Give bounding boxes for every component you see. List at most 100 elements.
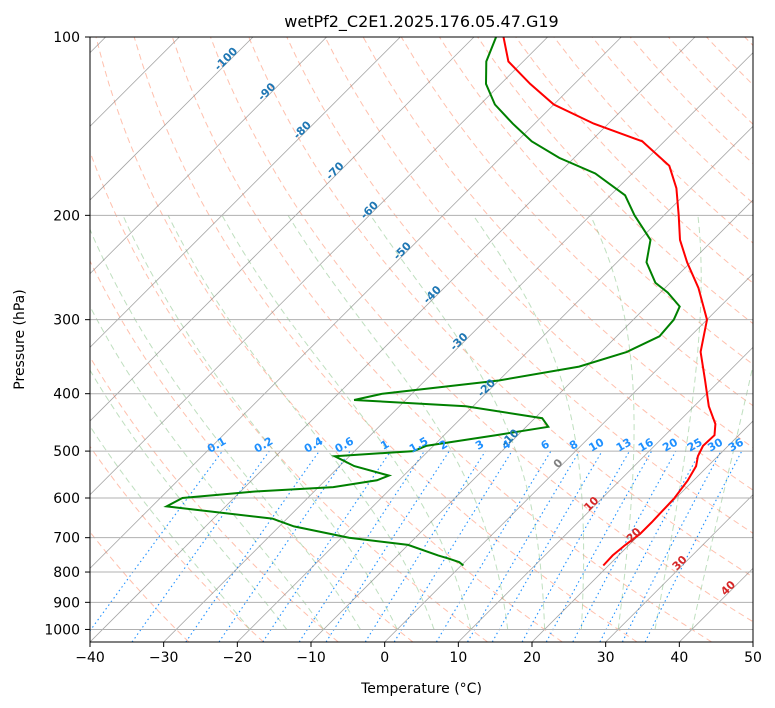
temperature-profile-line bbox=[502, 37, 717, 567]
mixing-ratio-line bbox=[599, 450, 701, 642]
isotherm-line bbox=[458, 346, 753, 642]
dry-adiabat-line bbox=[553, 37, 753, 244]
x-tick-label: −20 bbox=[223, 650, 253, 666]
dry-adiabat-line bbox=[591, 37, 753, 204]
dry-adiabat-line bbox=[133, 37, 638, 642]
mixing-ratio-label: 1 bbox=[378, 438, 391, 453]
x-tick-label: −30 bbox=[149, 650, 179, 666]
dry-adiabat-line bbox=[90, 531, 190, 642]
y-tick-label: 900 bbox=[53, 595, 80, 611]
mixing-ratio-line bbox=[572, 450, 677, 642]
mixing-ratio-line bbox=[185, 450, 320, 642]
x-tick-label: 0 bbox=[380, 650, 389, 666]
mixing-ratio-label: 0.1 bbox=[205, 435, 228, 456]
isotherm-label: -50 bbox=[391, 239, 414, 262]
isotherm-line bbox=[90, 37, 475, 422]
moist-adiabat-line bbox=[287, 215, 509, 630]
mixing-ratio-line bbox=[131, 450, 270, 642]
mixing-ratio-line bbox=[435, 450, 552, 642]
x-tick-label: −10 bbox=[296, 650, 326, 666]
isotherm-line bbox=[310, 199, 753, 642]
dry-adiabat-line bbox=[515, 37, 753, 284]
x-tick-label: 20 bbox=[523, 650, 541, 666]
isotherm-label: -100 bbox=[212, 44, 241, 73]
x-tick-label: 30 bbox=[597, 650, 615, 666]
isotherm-line bbox=[679, 567, 753, 642]
y-tick-label: 600 bbox=[53, 491, 80, 507]
mixing-ratio-line bbox=[364, 450, 486, 642]
isotherm-line bbox=[90, 37, 327, 275]
dry-adiabat-line bbox=[286, 37, 753, 534]
dry-adiabat-line bbox=[744, 37, 753, 47]
mixing-ratio-line bbox=[90, 450, 223, 632]
isotherm-line bbox=[90, 37, 548, 496]
mixing-ratio-line bbox=[298, 450, 425, 642]
dry-adiabat-line bbox=[324, 37, 753, 491]
chart-title: wetPf2_C2E1.2025.176.05.47.G19 bbox=[284, 12, 558, 32]
isotherm-line bbox=[384, 273, 753, 642]
isotherm-line bbox=[90, 37, 622, 569]
isotherm-label: -90 bbox=[255, 80, 278, 103]
moist-adiabat-line bbox=[122, 215, 398, 630]
moist-adiabat-line bbox=[90, 425, 251, 630]
y-tick-label: 400 bbox=[53, 387, 80, 403]
dry-adiabat-line bbox=[90, 150, 488, 642]
mixing-ratio-label: 10 bbox=[587, 435, 607, 454]
y-tick-label: 800 bbox=[53, 565, 80, 581]
mixing-ratio-line bbox=[262, 450, 392, 642]
y-tick-label: 700 bbox=[53, 531, 80, 547]
isotherm-line bbox=[237, 125, 753, 642]
isotherm-line bbox=[90, 37, 401, 348]
x-tick-label: 40 bbox=[670, 650, 688, 666]
moist-adiabat-line bbox=[167, 215, 435, 630]
dry-adiabat-line bbox=[171, 37, 712, 642]
isotherm-line bbox=[531, 420, 753, 642]
y-tick-label: 200 bbox=[53, 208, 80, 224]
moist-adiabat-line bbox=[221, 215, 472, 630]
y-tick-label: 300 bbox=[53, 313, 80, 329]
mixing-ratio-label: 6 bbox=[539, 437, 552, 452]
dry-adiabat-line bbox=[210, 37, 753, 623]
dry-adiabat-line bbox=[95, 37, 563, 642]
mixing-ratio-label: 36 bbox=[726, 435, 746, 454]
x-tick-label: 10 bbox=[449, 650, 467, 666]
y-tick-label: 500 bbox=[53, 444, 80, 460]
mixing-ratio-line bbox=[545, 450, 653, 642]
mixing-ratio-label: 0.2 bbox=[252, 435, 275, 456]
plot-frame bbox=[89, 36, 754, 643]
x-axis-title: Temperature (°C) bbox=[360, 681, 482, 697]
mixing-ratio-line bbox=[644, 450, 743, 642]
dry-adiabat-line bbox=[706, 37, 753, 86]
mixing-ratio-line bbox=[325, 450, 450, 642]
isotherm-label: -80 bbox=[291, 118, 314, 141]
isotherm-line bbox=[90, 37, 254, 201]
mixing-ratio-line bbox=[218, 450, 351, 642]
dry-adiabat-line bbox=[90, 356, 339, 642]
x-tick-label: 50 bbox=[744, 650, 762, 666]
dry-adiabat-line bbox=[477, 37, 753, 325]
isotherm-label: 10 bbox=[581, 494, 601, 514]
mixing-ratio-label: 16 bbox=[636, 435, 656, 454]
dry-adiabat-line bbox=[248, 37, 753, 578]
isotherm-label: 20 bbox=[624, 525, 644, 545]
isotherm-label: -70 bbox=[323, 159, 346, 182]
dry-adiabat-line bbox=[668, 37, 753, 125]
moist-adiabat-line bbox=[90, 305, 325, 630]
mixing-ratio-label: 0.4 bbox=[302, 434, 326, 455]
isotherm-line bbox=[163, 52, 753, 642]
isotherm-label: -30 bbox=[447, 330, 470, 353]
mixing-ratio-label: 8 bbox=[567, 438, 580, 453]
isotherm-label: -60 bbox=[358, 198, 381, 221]
isotherm-label: -40 bbox=[421, 283, 444, 306]
mixing-ratio-label: 13 bbox=[614, 436, 634, 455]
moist-adiabat-line bbox=[90, 228, 361, 630]
isotherm-line bbox=[752, 641, 753, 642]
moist-adiabat-line bbox=[691, 363, 753, 630]
isotherm-line bbox=[605, 494, 753, 642]
isotherm-label: 40 bbox=[718, 578, 738, 598]
mixing-ratio-line bbox=[467, 450, 580, 642]
mixing-ratio-label: 3 bbox=[473, 438, 486, 453]
y-axis-title: Pressure (hPa) bbox=[12, 289, 28, 389]
dry-adiabat-line bbox=[90, 259, 414, 642]
